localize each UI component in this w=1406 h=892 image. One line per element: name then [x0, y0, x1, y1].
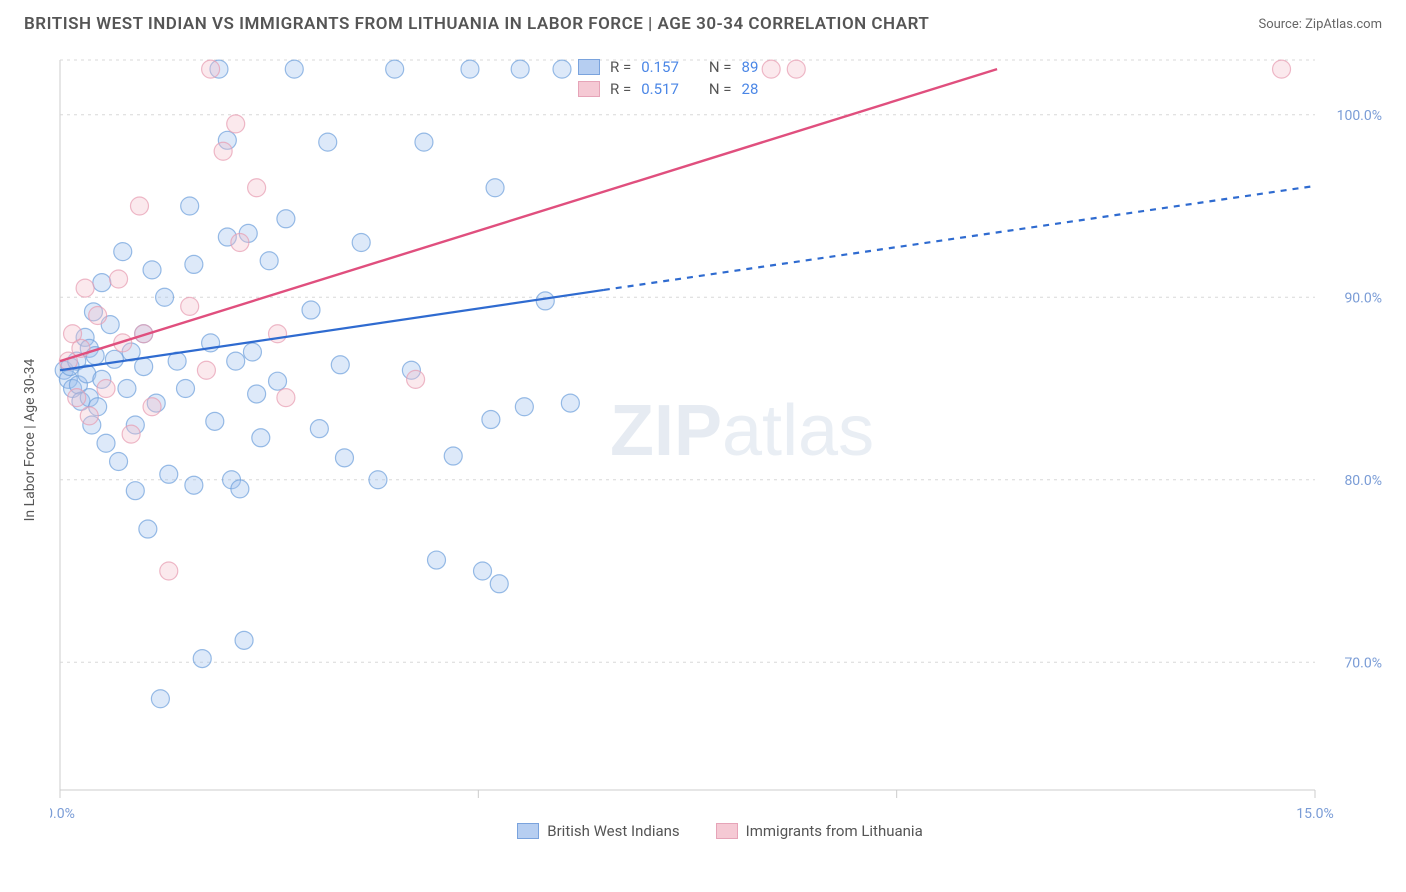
legend-n-value: 89	[742, 58, 759, 76]
legend-r-value: 0.157	[641, 58, 679, 76]
legend-row: R = 0.157 N = 89	[578, 56, 758, 78]
legend-item: Immigrants from Lithuania	[716, 822, 923, 840]
legend-swatch-pink	[578, 81, 600, 97]
svg-text:70.0%: 70.0%	[1344, 655, 1382, 671]
legend-r-label: R =	[610, 80, 631, 98]
legend-label: Immigrants from Lithuania	[746, 822, 923, 840]
legend-label: British West Indians	[547, 822, 679, 840]
legend-row: R = 0.517 N = 28	[578, 78, 758, 100]
legend-swatch-blue	[578, 59, 600, 75]
legend-n-label: N =	[709, 80, 732, 98]
bottom-legend: British West Indians Immigrants from Lit…	[50, 822, 1390, 840]
svg-text:100.0%: 100.0%	[1337, 108, 1382, 124]
legend-item: British West Indians	[517, 822, 679, 840]
y-axis-label: In Labor Force | Age 30-34	[22, 359, 38, 522]
legend-swatch-blue	[517, 823, 539, 839]
legend-correlation: R = 0.157 N = 89 R = 0.517 N = 28	[570, 52, 766, 104]
chart-header: BRITISH WEST INDIAN VS IMMIGRANTS FROM L…	[0, 0, 1406, 42]
legend-r-value: 0.517	[641, 80, 679, 98]
chart-source: Source: ZipAtlas.com	[1258, 17, 1382, 32]
chart-area: In Labor Force | Age 30-34 70.0%80.0%90.…	[50, 50, 1390, 830]
legend-swatch-pink	[716, 823, 738, 839]
legend-r-label: R =	[610, 58, 631, 76]
svg-text:90.0%: 90.0%	[1344, 290, 1382, 306]
svg-text:0.0%: 0.0%	[50, 806, 75, 822]
legend-n-label: N =	[709, 58, 732, 76]
svg-text:15.0%: 15.0%	[1296, 806, 1334, 822]
legend-n-value: 28	[742, 80, 759, 98]
scatter-plot: 70.0% 80.0% 90.0% 100.0% 0.0% 15.0%	[50, 50, 1390, 830]
svg-text:80.0%: 80.0%	[1344, 473, 1382, 489]
chart-title: BRITISH WEST INDIAN VS IMMIGRANTS FROM L…	[24, 14, 929, 34]
